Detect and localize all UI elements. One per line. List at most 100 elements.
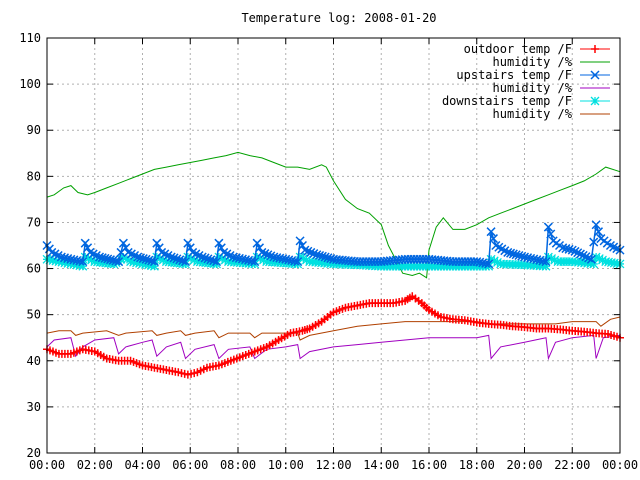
data-point <box>298 254 308 264</box>
data-point <box>78 261 88 271</box>
x-tick-label: 06:00 <box>172 458 208 472</box>
data-point <box>118 238 128 248</box>
data-point <box>594 254 604 264</box>
data-point <box>252 238 262 248</box>
data-point <box>303 246 313 256</box>
y-tick-label: 60 <box>27 262 41 276</box>
data-point <box>108 255 118 265</box>
data-point <box>152 252 162 262</box>
data-point <box>306 247 316 257</box>
data-point <box>214 252 224 262</box>
y-tick-label: 70 <box>27 215 41 229</box>
data-point <box>211 257 222 267</box>
data-point <box>255 254 265 264</box>
x-tick-label: 04:00 <box>124 458 160 472</box>
legend-label: humidity /% <box>493 81 573 95</box>
data-point <box>141 254 151 264</box>
data-point <box>149 257 159 267</box>
data-point <box>575 249 585 259</box>
data-point <box>200 253 210 263</box>
data-point <box>169 253 179 263</box>
data-point <box>589 237 599 247</box>
legend-label: outdoor temp /F <box>464 42 572 56</box>
data-point <box>178 256 188 266</box>
data-point <box>220 255 230 265</box>
data-point <box>312 250 322 260</box>
data-point <box>591 252 601 262</box>
data-point <box>175 255 185 265</box>
data-point <box>550 255 560 265</box>
data-point <box>581 252 591 262</box>
data-point <box>189 255 199 265</box>
data-point <box>252 252 262 262</box>
data-point <box>301 255 311 265</box>
legend-marker <box>590 96 600 106</box>
data-point <box>158 255 168 265</box>
data-point <box>546 229 556 239</box>
series-layer <box>42 151 625 379</box>
series-0 <box>43 292 624 379</box>
y-tick-label: 80 <box>27 169 41 183</box>
x-tick-label: 08:00 <box>220 458 256 472</box>
data-point <box>206 255 216 265</box>
data-point <box>541 261 551 271</box>
data-point <box>293 257 303 267</box>
data-point <box>183 238 193 248</box>
data-point <box>209 256 219 266</box>
legend-label: downstairs temp /F <box>442 94 572 108</box>
y-tick-label: 30 <box>27 400 41 414</box>
series-1 <box>46 151 621 279</box>
data-point <box>257 247 267 257</box>
legend-marker <box>590 70 600 80</box>
data-point <box>508 249 518 259</box>
x-tick-label: 14:00 <box>363 458 399 472</box>
data-point <box>586 254 596 264</box>
data-point <box>300 245 310 255</box>
data-point <box>144 255 154 265</box>
data-point <box>149 261 159 271</box>
data-point <box>155 254 165 264</box>
y-tick-label: 40 <box>27 354 41 368</box>
data-point <box>598 255 607 265</box>
legend-marker <box>591 45 599 53</box>
series-5 <box>46 316 621 341</box>
x-tick-label: 18:00 <box>459 458 495 472</box>
data-point <box>135 253 146 263</box>
axes: 20 30 40 50 60 70 80 90 100 110 00:00 02:00 04:00 06:… <box>19 31 638 472</box>
legend-label: upstairs temp /F <box>456 68 572 82</box>
data-point <box>511 250 521 260</box>
data-point <box>309 249 319 259</box>
data-point <box>317 251 327 261</box>
data-point <box>133 252 143 262</box>
y-tick-label: 50 <box>27 308 41 322</box>
data-point <box>78 257 88 267</box>
data-point <box>166 252 176 262</box>
data-point <box>103 254 113 264</box>
data-point <box>94 252 105 262</box>
legend: outdoor temp /F humidity /%upstairs temp … <box>442 42 610 121</box>
data-point <box>295 236 305 246</box>
data-point <box>118 252 128 262</box>
data-point <box>100 253 110 263</box>
data-point <box>573 248 583 258</box>
data-point <box>543 252 553 262</box>
data-point <box>152 238 162 248</box>
data-point <box>114 257 124 267</box>
data-point <box>122 254 132 264</box>
data-point <box>481 258 491 268</box>
data-point <box>105 255 115 265</box>
y-tick-label: 20 <box>27 446 41 460</box>
data-point <box>541 257 551 267</box>
data-point <box>217 254 227 264</box>
x-tick-label: 12:00 <box>315 458 351 472</box>
data-point <box>87 255 97 265</box>
x-tick-label: 22:00 <box>554 458 590 472</box>
data-point <box>506 248 516 258</box>
data-point <box>80 238 90 248</box>
data-point <box>514 250 524 261</box>
x-tick-label: 00:00 <box>29 458 65 472</box>
data-point <box>295 252 305 262</box>
x-tick-label: 00:00 <box>602 458 638 472</box>
x-tick-label: 10:00 <box>268 458 304 472</box>
